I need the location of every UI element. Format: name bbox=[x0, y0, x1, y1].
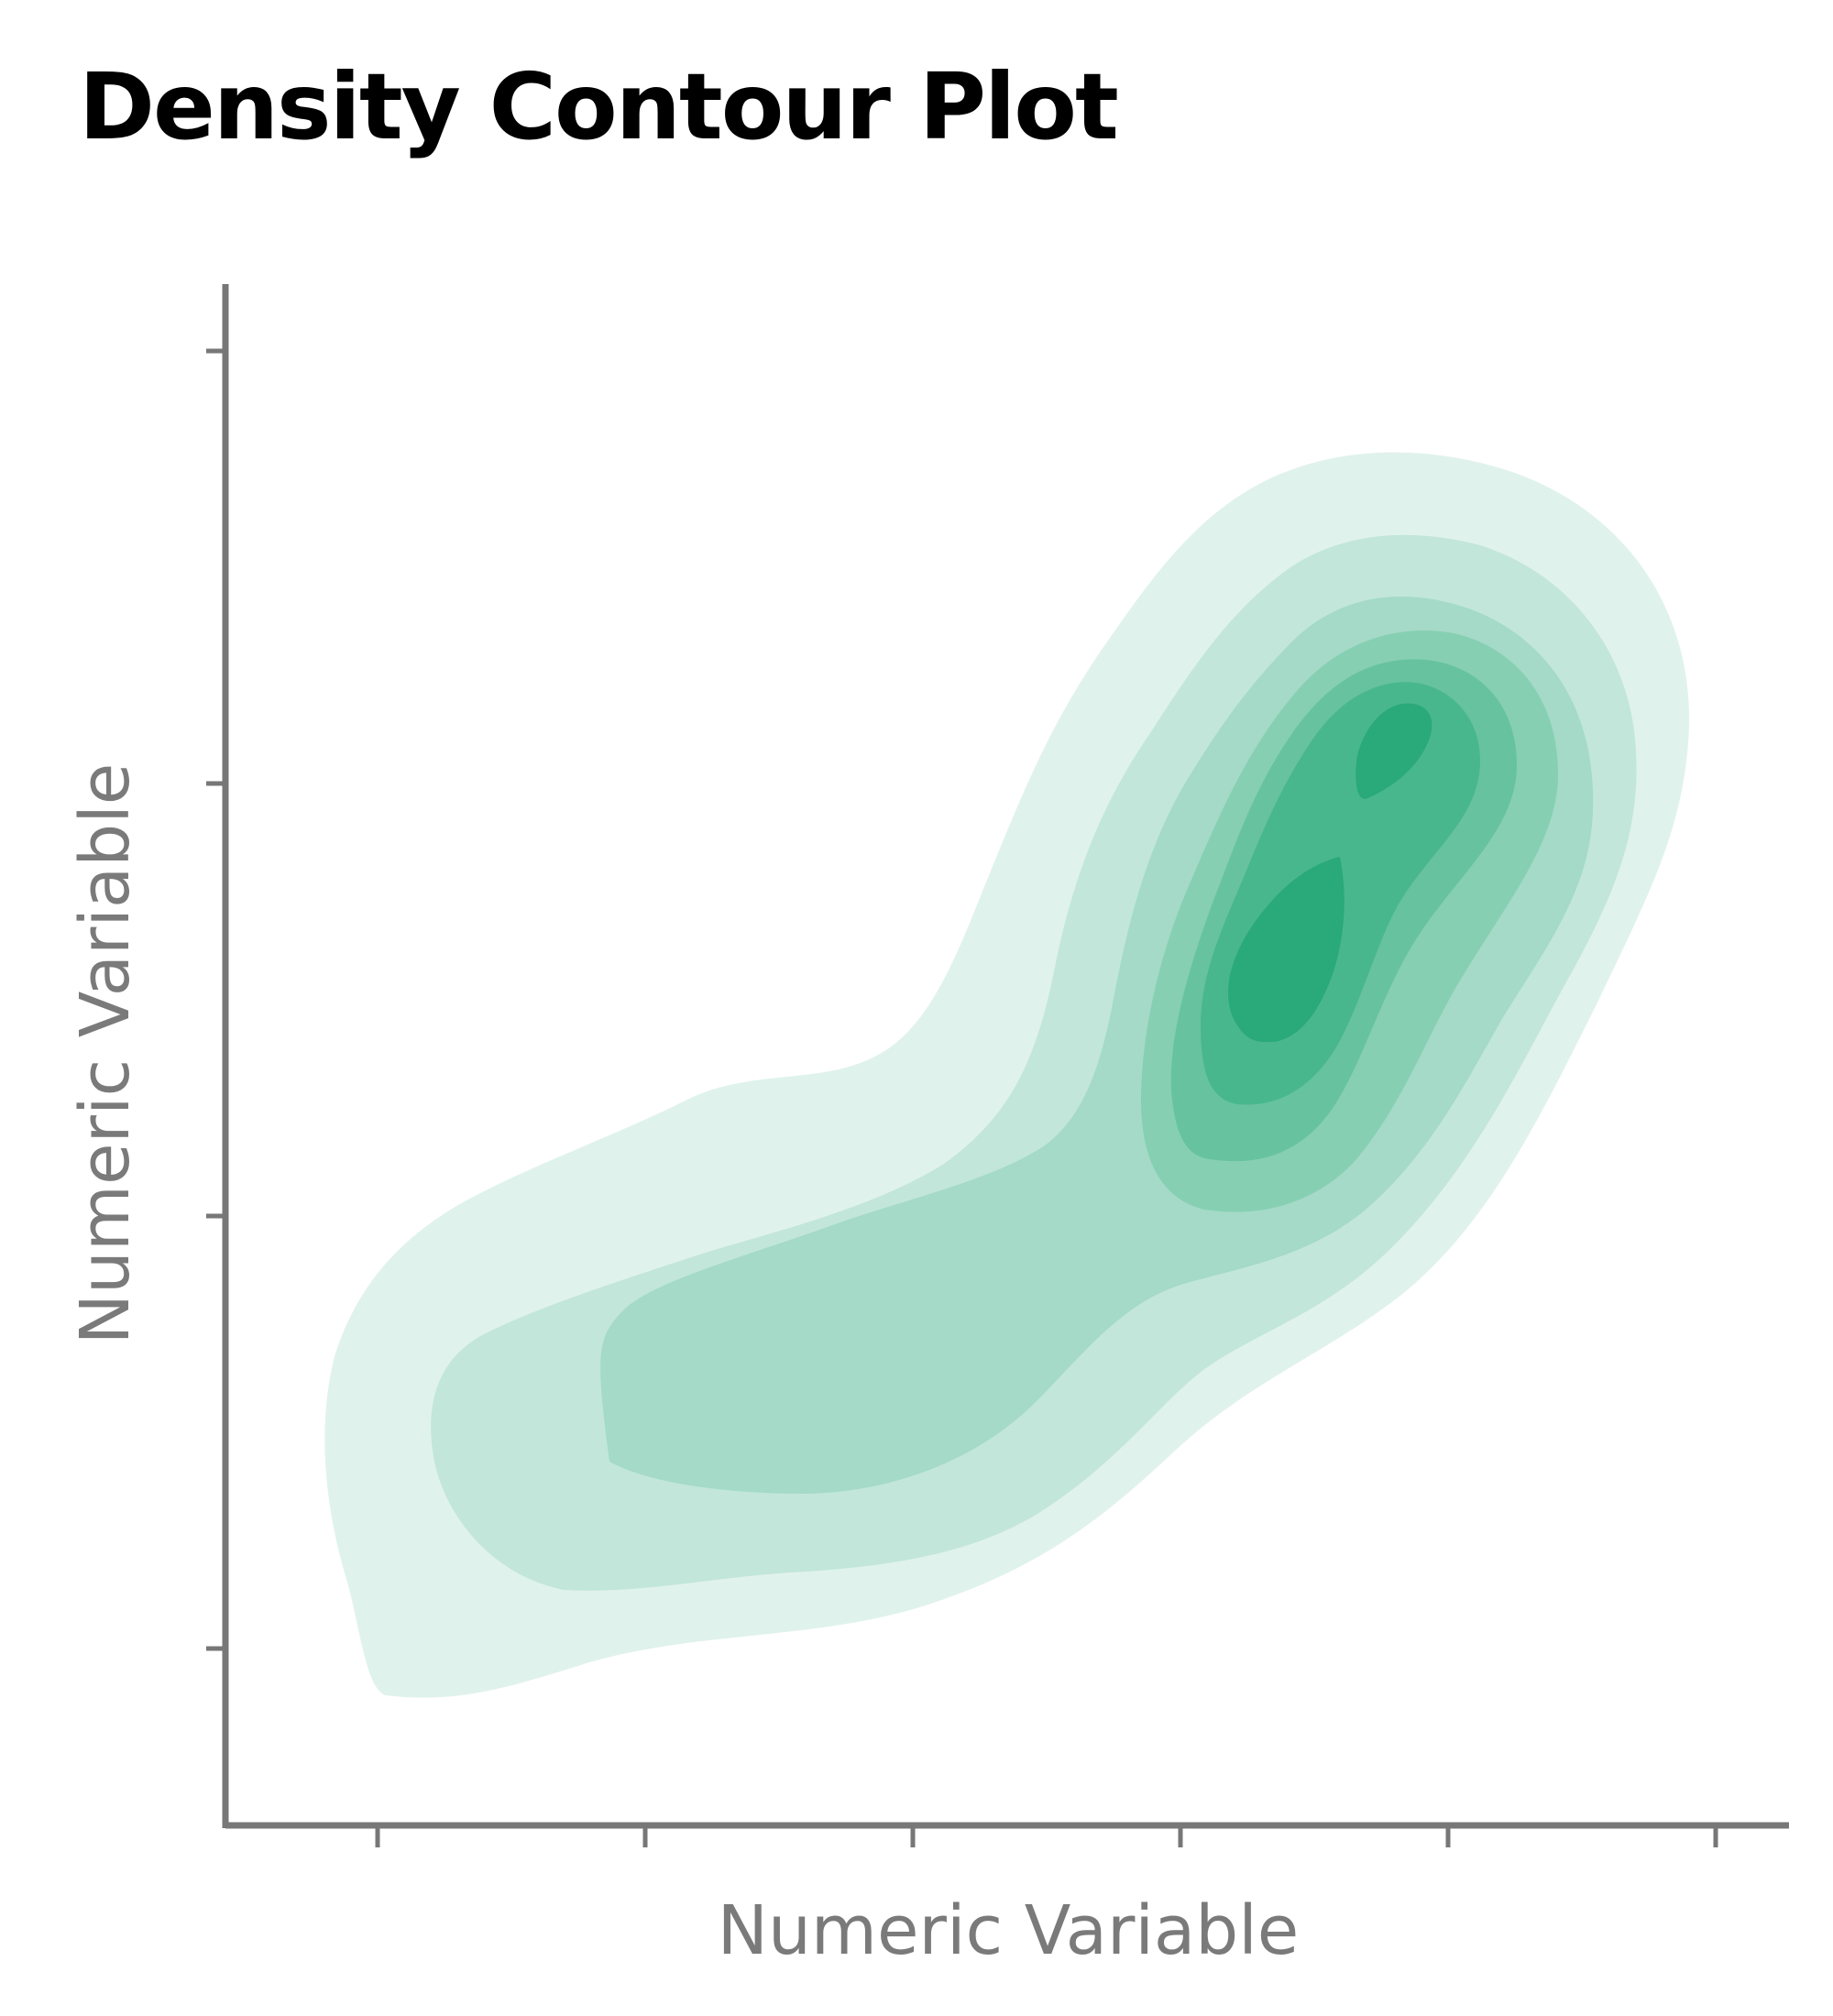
y-axis-label: Numeric Variable bbox=[66, 763, 145, 1345]
contour-level-7-peak-lower bbox=[1228, 857, 1345, 1043]
y-axis bbox=[206, 284, 229, 1828]
x-axis-label: Numeric Variable bbox=[718, 1891, 1300, 1970]
x-axis bbox=[225, 1822, 1789, 1847]
contour-layers bbox=[324, 452, 1690, 1698]
contour-level-7-peak-upper bbox=[1356, 703, 1432, 799]
chart-title: Density Contour Plot bbox=[79, 53, 1119, 160]
